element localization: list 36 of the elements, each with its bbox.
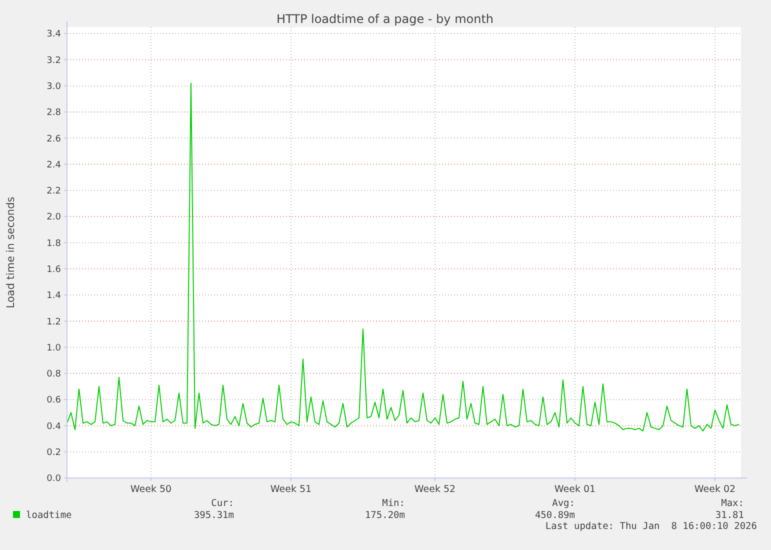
text: 450.89m	[534, 510, 576, 521]
text: Max:	[721, 498, 744, 509]
text: Last update: Thu Jan 8 16:00:10 2026	[545, 521, 758, 532]
y-tick-label: 2.4	[46, 160, 62, 170]
y-tick-label: 1.6	[46, 264, 62, 275]
x-tick-label: Week 50	[130, 484, 172, 495]
chart-title: HTTP loadtime of a page - by month	[276, 12, 494, 26]
y-tick-label: 0.6	[46, 396, 62, 406]
y-tick-label: 1.0	[46, 343, 62, 354]
text: 395.31m	[194, 510, 234, 521]
y-tick-label: 3.2	[46, 56, 61, 66]
x-tick-label: Week 02	[694, 484, 736, 495]
line-series	[66, 82, 740, 432]
y-axis-title: Load time in seconds	[5, 196, 17, 308]
y-tick-label: 2.6	[46, 134, 62, 144]
text: Avg:	[552, 498, 575, 509]
text: Cur:	[211, 498, 234, 509]
text: 175.20m	[364, 510, 406, 521]
legend-label: loadtime	[26, 510, 72, 521]
y-tick-label: 3.0	[46, 82, 62, 92]
y-tick-label: 1.2	[46, 317, 61, 328]
y-tick-label: 0.0	[46, 474, 62, 484]
text: 31.81	[715, 510, 744, 521]
x-tick-label: Week 52	[414, 484, 456, 495]
y-tick-label: 2.8	[46, 108, 62, 118]
x-tick-label: Week 01	[554, 484, 596, 495]
y-tick-label: 2.0	[46, 212, 62, 223]
y-tick-label: 1.8	[46, 238, 62, 249]
y-tick-label: 3.4	[46, 30, 62, 40]
x-tick-label: Week 51	[270, 484, 312, 495]
y-tick-label: 0.4	[46, 422, 62, 432]
y-tick-label: 2.2	[46, 186, 61, 197]
text: Min:	[382, 498, 405, 509]
y-tick-label: 1.4	[46, 291, 62, 302]
y-tick-label: 0.2	[46, 448, 61, 458]
y-tick-label: 0.8	[46, 370, 62, 380]
